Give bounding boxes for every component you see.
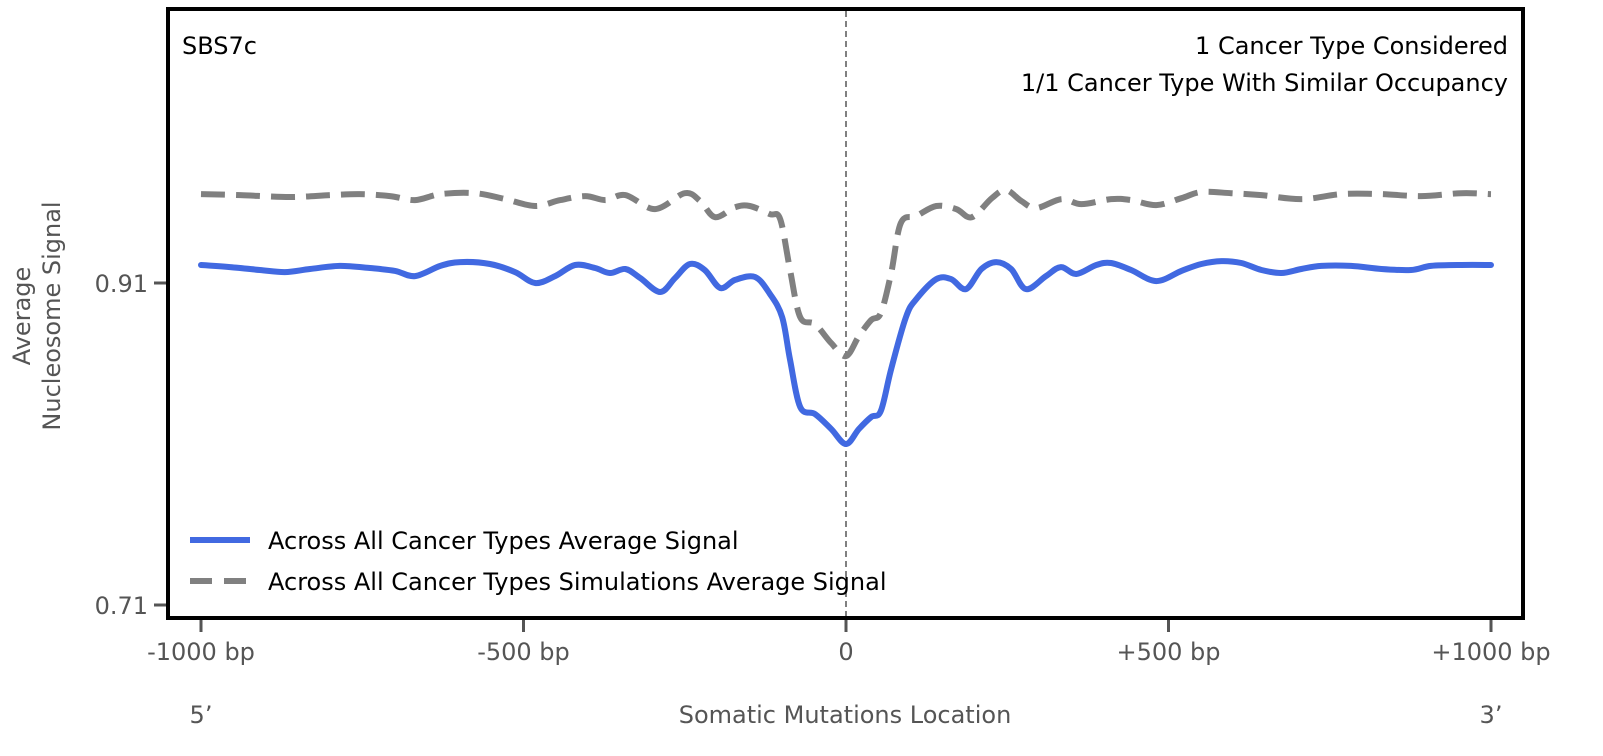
x-axis: -1000 bp -500 bp 0 +500 bp +1000 bp [147, 620, 1551, 666]
x-tick-label: +1000 bp [1431, 638, 1550, 666]
similar-occupancy-count: 1/1 Cancer Type With Similar Occupancy [1021, 69, 1508, 97]
x-tick-label: -500 bp [477, 638, 570, 666]
x-axis-title: Somatic Mutations Location [679, 701, 1012, 729]
three-prime-label: 3’ [1480, 701, 1503, 729]
cancer-types-considered: 1 Cancer Type Considered [1195, 32, 1508, 60]
y-axis-title-line-2: Nucleosome Signal [38, 201, 66, 430]
x-tick-label: -1000 bp [147, 638, 255, 666]
signature-label: SBS7c [182, 32, 257, 60]
legend-label-simulated: Across All Cancer Types Simulations Aver… [268, 568, 887, 596]
x-tick-label: +500 bp [1116, 638, 1220, 666]
y-axis: 0.71 0.91 [95, 270, 166, 620]
y-tick-label: 0.71 [95, 592, 148, 620]
series-layer [198, 187, 1494, 447]
x-tick-label: 0 [838, 638, 853, 666]
y-axis-title-line-1: Average [8, 267, 36, 366]
y-tick-label: 0.91 [95, 270, 148, 298]
five-prime-label: 5’ [190, 701, 213, 729]
legend: Across All Cancer Types Average Signal A… [190, 527, 887, 596]
simulated-signal-line [200, 187, 1492, 360]
legend-label-observed: Across All Cancer Types Average Signal [268, 527, 739, 555]
observed-signal-line [198, 258, 1494, 447]
